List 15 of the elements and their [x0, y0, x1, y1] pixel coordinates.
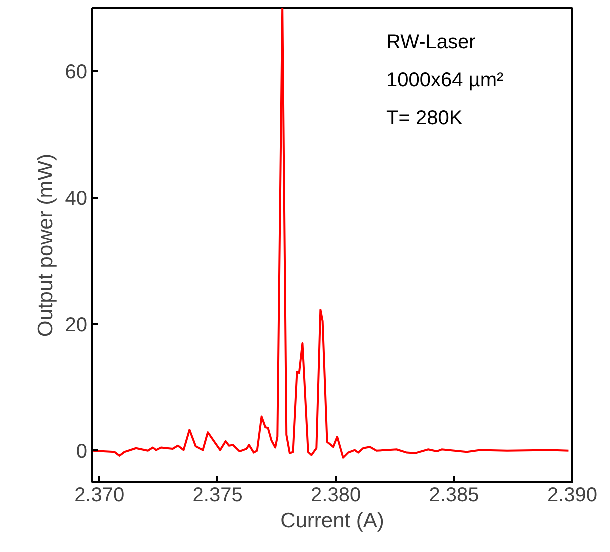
y-tick-label: 0 — [76, 440, 88, 463]
x-tick-label: 2.385 — [429, 484, 480, 506]
x-tick-label: 2.390 — [547, 484, 598, 506]
annotation: 1000x64 µm² — [386, 70, 504, 92]
x-tick-label: 2.380 — [311, 484, 362, 506]
y-axis-title: Output power (mW) — [34, 154, 58, 338]
y-tick-label: 20 — [65, 314, 88, 336]
line-series — [92, 8, 570, 459]
annotation: T= 280K — [386, 108, 464, 130]
y-tick-label: 40 — [65, 188, 88, 210]
y-tick-label: 60 — [65, 62, 88, 84]
x-tick-label: 2.370 — [74, 484, 125, 506]
x-tick-label: 2.375 — [192, 484, 243, 506]
x-axis-title: Current (A) — [280, 510, 384, 532]
annotation: RW-Laser — [386, 32, 476, 54]
